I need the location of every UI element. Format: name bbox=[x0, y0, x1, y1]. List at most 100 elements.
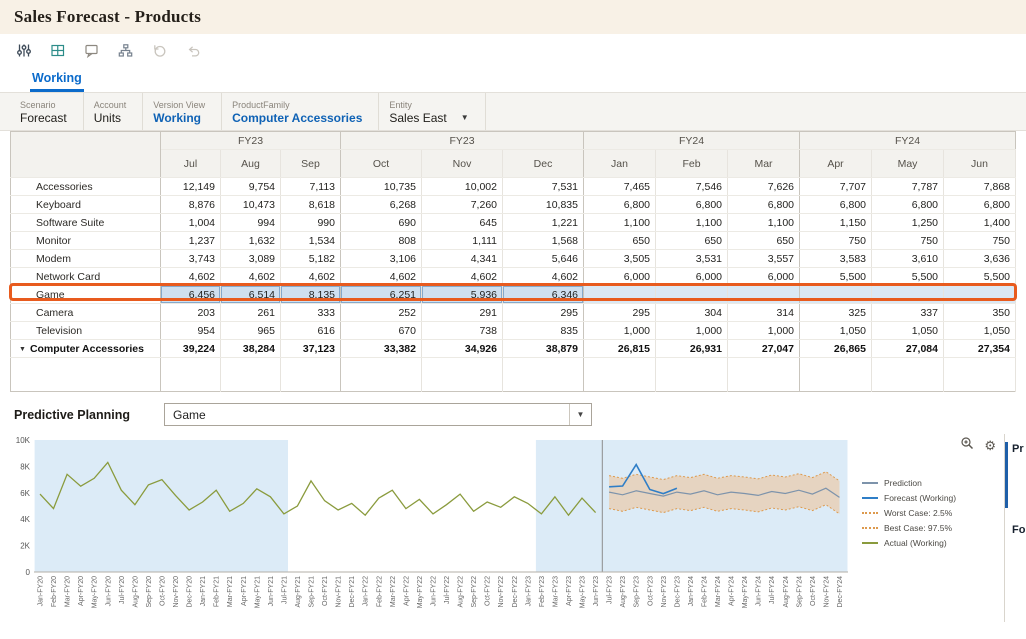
grid-cell[interactable]: 26,815 bbox=[583, 339, 656, 358]
tab-working[interactable]: Working bbox=[30, 66, 84, 92]
grid-cell[interactable]: 4,602 bbox=[340, 267, 422, 286]
month-header[interactable]: Dec bbox=[502, 149, 584, 178]
grid-cell[interactable]: 5,500 bbox=[943, 267, 1016, 286]
grid-cell[interactable]: 1,534 bbox=[280, 231, 341, 250]
grid-cell[interactable]: 4,602 bbox=[280, 267, 341, 286]
grid-cell[interactable]: 5,936 bbox=[421, 285, 503, 304]
grid-cell[interactable]: 27,084 bbox=[871, 339, 944, 358]
grid-cell[interactable]: 1,221 bbox=[502, 213, 584, 232]
grid-cell[interactable]: 38,284 bbox=[220, 339, 281, 358]
grid-cell[interactable]: 1,400 bbox=[943, 213, 1016, 232]
grid-cell[interactable]: 6,800 bbox=[943, 195, 1016, 214]
grid-cell[interactable]: 3,089 bbox=[220, 249, 281, 268]
grid-icon[interactable] bbox=[46, 39, 68, 61]
grid-cell[interactable]: 27,047 bbox=[727, 339, 800, 358]
row-header[interactable]: Network Card bbox=[10, 267, 161, 286]
grid-cell[interactable]: 7,868 bbox=[943, 177, 1016, 196]
grid-cell[interactable]: 6,251 bbox=[340, 285, 422, 304]
grid-cell[interactable]: 8,618 bbox=[280, 195, 341, 214]
grid-cell[interactable]: 1,250 bbox=[871, 213, 944, 232]
grid-cell[interactable]: 295 bbox=[502, 303, 584, 322]
grid-cell[interactable]: 616 bbox=[280, 321, 341, 340]
month-header[interactable]: Jun bbox=[943, 149, 1016, 178]
grid-cell[interactable]: 4,602 bbox=[502, 267, 584, 286]
grid-cell[interactable]: 750 bbox=[799, 231, 872, 250]
grid-cell[interactable]: 5,646 bbox=[502, 249, 584, 268]
grid-cell[interactable]: 291 bbox=[421, 303, 503, 322]
grid-cell[interactable]: 7,787 bbox=[871, 177, 944, 196]
grid-cell[interactable]: 350 bbox=[943, 303, 1016, 322]
grid-cell[interactable] bbox=[583, 285, 656, 304]
grid-cell[interactable]: 8,135 bbox=[280, 285, 341, 304]
grid-cell[interactable]: 1,100 bbox=[583, 213, 656, 232]
grid-cell[interactable]: 1,632 bbox=[220, 231, 281, 250]
grid-cell[interactable]: 6,800 bbox=[583, 195, 656, 214]
grid-cell[interactable]: 7,113 bbox=[280, 177, 341, 196]
grid-cell[interactable]: 650 bbox=[583, 231, 656, 250]
grid-cell[interactable]: 6,268 bbox=[340, 195, 422, 214]
grid-cell[interactable]: 645 bbox=[421, 213, 503, 232]
grid-cell[interactable]: 12,149 bbox=[160, 177, 221, 196]
column-group-header[interactable]: FY24 bbox=[583, 131, 800, 150]
row-header[interactable]: Television bbox=[10, 321, 161, 340]
grid-cell[interactable]: 8,876 bbox=[160, 195, 221, 214]
grid-cell[interactable] bbox=[799, 285, 872, 304]
grid-cell[interactable]: 34,926 bbox=[421, 339, 503, 358]
month-header[interactable]: Sep bbox=[280, 149, 341, 178]
grid-cell[interactable]: 37,123 bbox=[280, 339, 341, 358]
row-header[interactable]: Modem bbox=[10, 249, 161, 268]
legend-item-prediction[interactable]: Prediction bbox=[862, 478, 1002, 488]
grid-cell[interactable]: 333 bbox=[280, 303, 341, 322]
row-header[interactable]: ▼ Computer Accessories bbox=[10, 339, 161, 358]
grid-cell[interactable]: 690 bbox=[340, 213, 422, 232]
grid-cell[interactable]: 1,568 bbox=[502, 231, 584, 250]
grid-cell[interactable]: 6,000 bbox=[727, 267, 800, 286]
grid-cell[interactable]: 1,004 bbox=[160, 213, 221, 232]
grid-cell[interactable]: 6,800 bbox=[871, 195, 944, 214]
grid-cell[interactable]: 954 bbox=[160, 321, 221, 340]
grid-cell[interactable]: 7,546 bbox=[655, 177, 728, 196]
month-header[interactable]: Apr bbox=[799, 149, 872, 178]
grid-cell[interactable]: 261 bbox=[220, 303, 281, 322]
grid-cell[interactable]: 1,000 bbox=[727, 321, 800, 340]
row-header[interactable]: Camera bbox=[10, 303, 161, 322]
grid-cell[interactable]: 10,835 bbox=[502, 195, 584, 214]
grid-cell[interactable] bbox=[727, 285, 800, 304]
month-header[interactable]: Feb bbox=[655, 149, 728, 178]
grid-cell[interactable]: 965 bbox=[220, 321, 281, 340]
hierarchy-icon[interactable] bbox=[114, 39, 136, 61]
grid-cell[interactable]: 3,583 bbox=[799, 249, 872, 268]
month-header[interactable]: Nov bbox=[421, 149, 503, 178]
row-header[interactable]: Keyboard bbox=[10, 195, 161, 214]
grid-cell[interactable]: 7,465 bbox=[583, 177, 656, 196]
pov-version-view[interactable]: Version View Working bbox=[143, 93, 223, 130]
grid-cell[interactable]: 1,050 bbox=[871, 321, 944, 340]
grid-cell[interactable] bbox=[943, 285, 1016, 304]
grid-cell[interactable]: 738 bbox=[421, 321, 503, 340]
legend-item-forecast-working-[interactable]: Forecast (Working) bbox=[862, 493, 1002, 503]
grid-cell[interactable]: 1,111 bbox=[421, 231, 503, 250]
grid-cell[interactable]: 39,224 bbox=[160, 339, 221, 358]
column-group-header[interactable]: FY23 bbox=[340, 131, 584, 150]
grid-cell[interactable]: 325 bbox=[799, 303, 872, 322]
grid-cell[interactable]: 4,602 bbox=[220, 267, 281, 286]
grid-cell[interactable]: 7,531 bbox=[502, 177, 584, 196]
grid-cell[interactable]: 1,150 bbox=[799, 213, 872, 232]
pov-scenario[interactable]: Scenario Forecast bbox=[10, 93, 84, 130]
comment-icon[interactable] bbox=[80, 39, 102, 61]
month-header[interactable]: Oct bbox=[340, 149, 422, 178]
grid-cell[interactable]: 6,800 bbox=[727, 195, 800, 214]
entity-dropdown-icon[interactable]: ▼ bbox=[460, 113, 469, 122]
grid-cell[interactable]: 6,456 bbox=[160, 285, 221, 304]
pov-entity[interactable]: Entity Sales East ▼ bbox=[379, 93, 486, 130]
grid-cell[interactable]: 1,050 bbox=[799, 321, 872, 340]
grid-cell[interactable]: 3,505 bbox=[583, 249, 656, 268]
collapse-icon[interactable]: ▼ bbox=[19, 345, 26, 353]
month-header[interactable]: Jan bbox=[583, 149, 656, 178]
history-icon[interactable] bbox=[148, 39, 170, 61]
grid-cell[interactable]: 38,879 bbox=[502, 339, 584, 358]
grid-cell[interactable]: 33,382 bbox=[340, 339, 422, 358]
grid-cell[interactable]: 27,354 bbox=[943, 339, 1016, 358]
column-group-header[interactable]: FY24 bbox=[799, 131, 1016, 150]
grid-cell[interactable]: 1,000 bbox=[655, 321, 728, 340]
